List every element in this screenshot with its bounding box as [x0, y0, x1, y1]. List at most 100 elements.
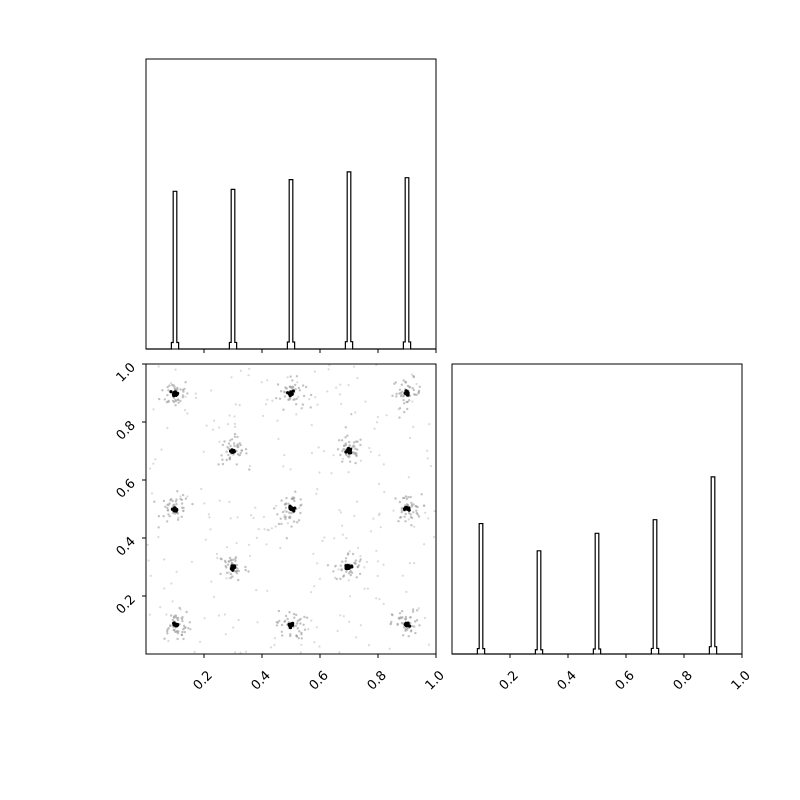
scatter-halo-point [278, 397, 282, 400]
scatter-halo-point [409, 513, 412, 516]
scatter-halo-point [352, 441, 356, 444]
scatter-noise-point [177, 516, 180, 519]
scatter-halo-point [233, 435, 237, 438]
scatter-halo-point [343, 444, 346, 447]
scatter-noise-point [239, 369, 242, 372]
scatter-noise-point [265, 543, 268, 546]
scatter-noise-point [365, 560, 369, 564]
scatter-noise-point [313, 585, 316, 588]
scatter-halo-point [182, 637, 185, 641]
scatter-halo-point [279, 517, 282, 520]
scatter-halo-point [347, 552, 350, 555]
scatter-halo-point [403, 618, 407, 621]
scatter-halo-point [295, 403, 298, 406]
scatter-halo-point [238, 442, 241, 445]
scatter-cluster-point [173, 623, 178, 627]
scatter-noise-point [255, 589, 258, 592]
scatter-noise-point [375, 549, 378, 552]
scatter-halo-point [349, 573, 352, 577]
scatter-halo-point [247, 570, 250, 573]
scatter-halo-point [394, 381, 397, 384]
scatter-noise-point [225, 577, 228, 580]
scatter-halo-point [414, 620, 417, 623]
scatter-noise-point [283, 509, 286, 512]
scatter-noise-point [235, 542, 238, 545]
scatter-cluster-point [290, 506, 295, 511]
scatter-noise-point [340, 402, 343, 405]
scatter-halo-point [284, 614, 288, 618]
scatter-halo-point [339, 564, 342, 567]
scatter-halo-point [393, 382, 396, 385]
scatter-noise-point [354, 411, 357, 414]
scatter-halo-point [414, 631, 417, 635]
scatter-noise-point [157, 535, 160, 539]
scatter-halo-point [295, 397, 298, 400]
scatter-halo-point [339, 577, 342, 581]
scatter-noise-point [171, 600, 174, 603]
scatter-noise-point [273, 637, 276, 640]
scatter-noise-point [308, 398, 311, 401]
scatter-noise-point [229, 517, 232, 520]
scatter-noise-point [375, 597, 378, 600]
scatter-noise-point [169, 382, 173, 385]
scatter-halo-point [344, 560, 347, 563]
scatter-halo-point [167, 513, 170, 516]
scatter-halo-point [289, 511, 293, 515]
scatter-noise-point [375, 421, 378, 424]
scatter-halo-point [169, 614, 173, 617]
scatter-noise-point [350, 413, 353, 416]
scatter-halo-point [237, 445, 240, 449]
scatter-halo-point [286, 617, 289, 621]
scatter-halo-point [276, 513, 279, 516]
scatter-halo-point [176, 518, 180, 521]
scatter-noise-point [260, 381, 263, 384]
scatter-noise-point [230, 376, 233, 379]
scatter-halo-point [395, 392, 398, 395]
scatter-halo-point [186, 392, 189, 395]
scatter-halo-point [410, 501, 413, 505]
scatter-noise-point [295, 413, 298, 416]
scatter-noise-point [257, 528, 260, 531]
scatter-halo-point [229, 444, 232, 448]
scatter-halo-point [295, 375, 299, 378]
scatter-noise-point [315, 626, 318, 629]
scatter-noise-point [266, 589, 269, 592]
scatter-halo-point [293, 398, 296, 401]
scatter-noise-point [339, 383, 342, 386]
scatter-noise-point [392, 509, 395, 512]
scatter-noise-point [275, 504, 278, 507]
scatter-halo-point [180, 515, 183, 518]
scatter-halo-point [283, 391, 287, 394]
scatter-noise-point [283, 514, 286, 517]
scatter-halo-point [176, 386, 179, 390]
scatter-halo-point [404, 495, 408, 498]
scatter-noise-point [152, 462, 155, 465]
scatter-halo-point [234, 556, 238, 559]
scatter-noise-point [401, 574, 404, 577]
scatter-halo-point [300, 503, 303, 506]
scatter-noise-point [232, 626, 235, 629]
scatter-noise-point [318, 645, 321, 648]
scatter-halo-point [302, 623, 305, 626]
scatter-noise-point [264, 403, 268, 406]
scatter-halo-point [219, 572, 222, 576]
scatter-noise-point [193, 650, 196, 654]
scatter-noise-point [296, 381, 299, 384]
scatter-noise-point [368, 446, 371, 450]
scatter-halo-point [410, 505, 414, 508]
scatter-halo-point [302, 394, 306, 398]
scatter-noise-point [255, 536, 258, 540]
scatter-halo-point [227, 447, 231, 450]
scatter-halo-point [162, 515, 165, 518]
scatter-noise-point [336, 629, 339, 633]
scatter-halo-point [171, 618, 174, 622]
scatter-halo-point [295, 635, 299, 638]
scatter-halo-point [287, 502, 290, 505]
scatter-noise-point [297, 395, 300, 398]
scatter-halo-point [176, 512, 179, 515]
scatter-noise-point [163, 587, 166, 590]
scatter-halo-point [166, 520, 169, 523]
scatter-noise-point [427, 643, 431, 646]
scatter-noise-point [160, 448, 163, 451]
scatter-halo-point [176, 637, 179, 641]
